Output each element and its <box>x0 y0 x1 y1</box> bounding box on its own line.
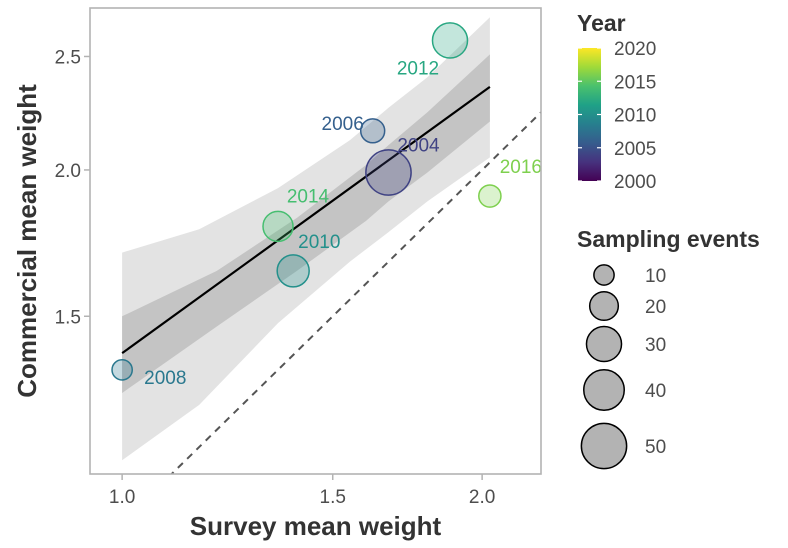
data-point-2012 <box>431 22 469 59</box>
legend-year-label: 2020 <box>614 39 656 60</box>
x-tick-label: 1.5 <box>320 487 346 508</box>
point-label-2006: 2006 <box>322 114 364 135</box>
axes: 1.0 1.5 2.0 1.5 2.0 2.5 Survey mean weight Comm… <box>12 7 542 541</box>
data-point-2010 <box>276 254 310 288</box>
x-tick-label: 2.0 <box>469 487 495 508</box>
point-label-2014: 2014 <box>287 186 330 207</box>
point-label-2012: 2012 <box>397 58 439 79</box>
data-point-2004 <box>365 149 412 196</box>
point-label-2010: 2010 <box>298 232 340 253</box>
data-points: 2004 2006 2008 2010 2012 2014 2016 <box>111 22 542 389</box>
reference-line-1-to-1 <box>170 111 541 474</box>
y-tick-label: 1.5 <box>55 307 81 328</box>
plot-panel-content <box>121 17 541 474</box>
confidence-band-inner <box>122 54 490 394</box>
data-point-2006 <box>359 118 386 144</box>
data-point-2016 <box>478 184 502 208</box>
plot-area: 2004 2006 2008 2010 2012 2014 2016 <box>111 17 542 474</box>
legend-year-label: 2000 <box>614 172 656 193</box>
panel-border <box>89 7 542 475</box>
regression-fit-line <box>121 85 491 355</box>
x-tick-label: 1.0 <box>109 487 135 508</box>
legend-size-circle-50 <box>580 422 628 470</box>
legend-size-circle-30 <box>585 325 623 363</box>
point-label-2004: 2004 <box>397 136 440 157</box>
legend-size-label: 30 <box>645 335 666 356</box>
legend-size-circle-20 <box>588 290 620 322</box>
legend-size-circle-40 <box>583 369 625 411</box>
legends: Year 2000 2005 2010 2015 2020 Sampling events 1… <box>577 10 760 470</box>
data-point-2008 <box>111 358 134 381</box>
legend-year-label: 2015 <box>614 72 656 93</box>
y-tick-label: 2.0 <box>55 161 81 182</box>
point-label-2016: 2016 <box>500 157 542 178</box>
legend-year-title: Year <box>577 10 626 36</box>
y-tick-label: 2.5 <box>55 47 81 68</box>
x-axis-title: Survey mean weight <box>190 511 442 541</box>
legend-size-label: 50 <box>645 437 666 458</box>
legend-year-label: 2005 <box>614 139 656 160</box>
y-axis-title: Commercial mean weight <box>12 84 42 398</box>
point-label-2008: 2008 <box>144 368 186 389</box>
data-point-2014 <box>262 210 294 243</box>
legend-size-title: Sampling events <box>577 226 760 252</box>
legend-year-label: 2010 <box>614 106 656 127</box>
legend-size-label: 20 <box>645 297 666 318</box>
legend-size-label: 40 <box>645 381 666 402</box>
legend-year-colorbar <box>578 48 601 181</box>
legend-size-label: 10 <box>645 266 666 287</box>
legend-size-circle-10 <box>593 264 615 286</box>
